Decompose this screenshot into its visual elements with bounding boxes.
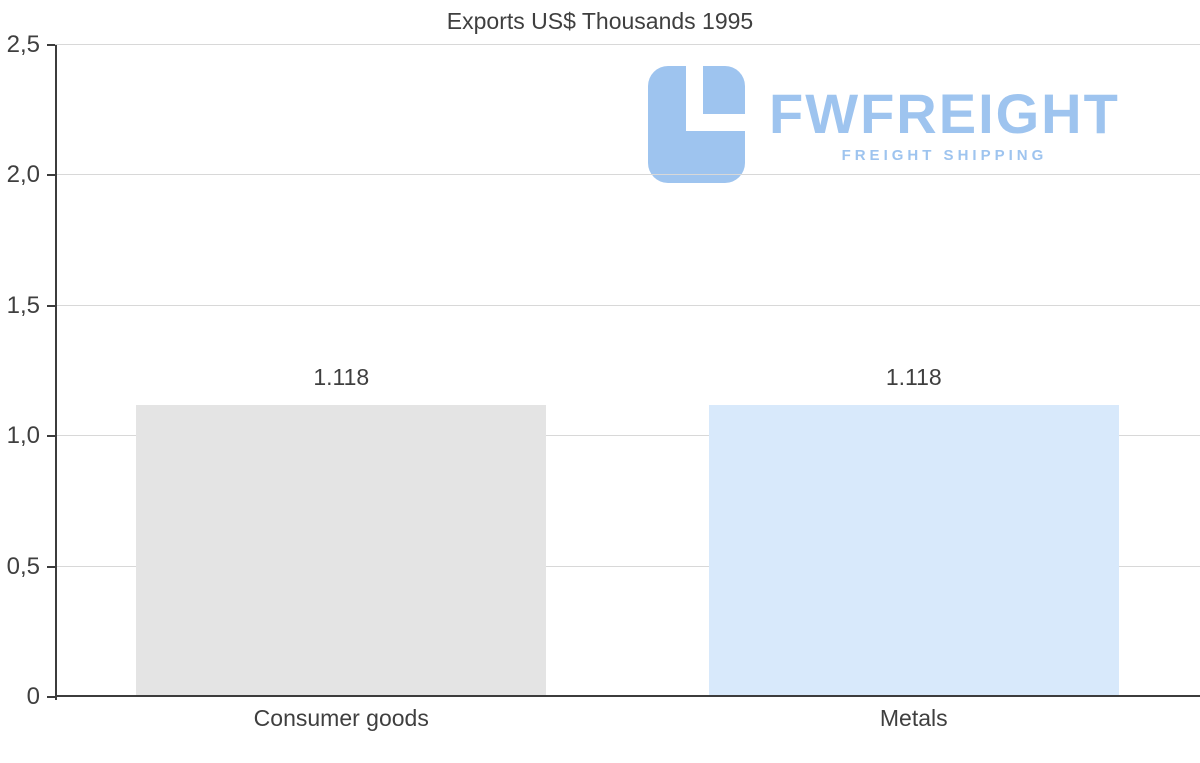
bar-value-label-metals: 1.118 xyxy=(885,364,942,391)
gridlines-container xyxy=(55,44,1200,697)
gridline xyxy=(55,304,1200,306)
y-axis-labels: 0 0,5 1,0 1,5 2,0 2,5 xyxy=(0,33,48,709)
y-axis-tick-label: 0,5 xyxy=(6,552,40,580)
y-axis-tick xyxy=(47,435,55,438)
y-axis-tick xyxy=(47,696,55,698)
y-axis-line xyxy=(55,45,57,700)
watermark-brand: FWFREIGHT xyxy=(769,81,1120,145)
y-axis-tick xyxy=(47,44,55,46)
x-axis-category-label-metals: Metals xyxy=(879,705,948,731)
x-axis-labels: Consumer goods Metals xyxy=(55,705,1200,739)
watermark-text: FWFREIGHT FREIGHT SHIPPING xyxy=(769,81,1120,164)
y-axis-tick xyxy=(47,304,55,307)
y-axis-tick xyxy=(47,174,55,177)
gridline xyxy=(55,435,1200,437)
chart-title: Exports US$ Thousands 1995 xyxy=(446,8,754,34)
bars-container: 1.118 1.118 xyxy=(55,45,1200,697)
y-axis-tick-label: 2,5 xyxy=(6,31,40,58)
watermark-logo: FWFREIGHT FREIGHT SHIPPING xyxy=(648,66,1120,183)
y-axis-tick-label: 0 xyxy=(26,683,40,710)
y-axis-tick xyxy=(47,565,55,568)
x-axis-line xyxy=(55,695,1200,697)
gridline xyxy=(55,565,1200,567)
y-axis-tick-label: 1,0 xyxy=(6,422,40,450)
plot-area: 1.118 1.118 xyxy=(47,44,1200,700)
y-axis-tick-label: 1,5 xyxy=(6,291,40,319)
bar-consumer-goods xyxy=(136,405,547,697)
gridline xyxy=(55,174,1200,176)
gridline xyxy=(55,44,1200,45)
bar-metals xyxy=(708,405,1119,697)
bar-value-label-consumer-goods: 1.118 xyxy=(313,364,370,391)
watermark-tagline: FREIGHT SHIPPING xyxy=(841,146,1048,164)
y-axis-tick-label: 2,0 xyxy=(6,161,40,189)
x-axis-category-label-consumer-goods: Consumer goods xyxy=(253,705,429,731)
fwfreight-logo-icon xyxy=(648,66,745,183)
